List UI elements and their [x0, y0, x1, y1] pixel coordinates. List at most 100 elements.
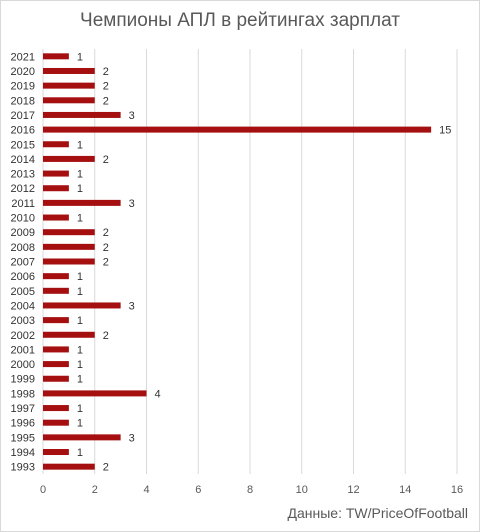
bar [43, 434, 121, 441]
y-tick-labels: 2021 2020 2019 2018 2017 2016 2015 2014 2013 2012… [11, 51, 35, 473]
bar [43, 229, 95, 236]
x-tick-label: 14 [399, 484, 411, 496]
x-tick-label: 12 [347, 484, 359, 496]
y-tick-label: 2004 [11, 300, 35, 312]
y-tick-label: 2010 [11, 213, 35, 225]
bar [43, 82, 95, 89]
bar [43, 126, 432, 133]
x-tick-labels: 0 2 4 6 8 10 12 14 16 [40, 484, 463, 496]
y-tick-label: 2005 [11, 286, 35, 298]
data-label: 2 [103, 257, 109, 269]
bar [43, 331, 95, 338]
data-label: 4 [155, 388, 161, 400]
y-tick-label: 2003 [11, 315, 35, 327]
bar [43, 141, 69, 148]
y-tick-label: 2020 [11, 66, 35, 78]
y-tick-label: 2019 [11, 81, 35, 93]
y-tick-label: 1997 [11, 403, 35, 415]
data-label: 1 [77, 213, 83, 225]
bar [43, 463, 95, 470]
y-tick-label: 2017 [11, 110, 35, 122]
bar [43, 170, 69, 177]
data-label: 2 [103, 227, 109, 239]
data-label: 1 [77, 447, 83, 459]
data-label: 1 [77, 344, 83, 356]
bars [43, 53, 432, 470]
data-label: 2 [103, 81, 109, 93]
x-tick-label: 4 [143, 484, 149, 496]
bar [43, 405, 69, 412]
data-label: 2 [103, 462, 109, 474]
bar [43, 111, 121, 118]
bar [43, 375, 69, 382]
data-label: 2 [103, 330, 109, 342]
data-label: 1 [77, 286, 83, 298]
bar [43, 419, 69, 426]
y-tick-label: 2015 [11, 139, 35, 151]
bar [43, 67, 95, 74]
x-tick-label: 0 [40, 484, 46, 496]
bar [43, 317, 69, 324]
bar [43, 390, 147, 397]
x-tick-label: 2 [92, 484, 98, 496]
x-tick-label: 8 [247, 484, 253, 496]
y-tick-label: 1999 [11, 374, 35, 386]
y-tick-label: 1998 [11, 388, 35, 400]
data-label: 1 [77, 315, 83, 327]
data-label: 3 [129, 432, 135, 444]
bar [43, 258, 95, 265]
y-tick-label: 2008 [11, 242, 35, 254]
data-label: 3 [129, 110, 135, 122]
data-label: 1 [77, 359, 83, 371]
bar [43, 449, 69, 456]
y-tick-label: 1993 [11, 462, 35, 474]
data-label: 2 [103, 95, 109, 107]
data-label: 1 [77, 51, 83, 63]
data-label: 1 [77, 271, 83, 283]
y-tick-label: 2006 [11, 271, 35, 283]
data-label: 3 [129, 198, 135, 210]
data-label: 2 [103, 66, 109, 78]
bar [43, 287, 69, 294]
y-tick-label: 2002 [11, 330, 35, 342]
bar [43, 97, 95, 104]
data-label: 1 [77, 374, 83, 386]
bar [43, 243, 95, 250]
data-label: 1 [77, 169, 83, 181]
y-tick-label: 2013 [11, 169, 35, 181]
y-tick-label: 2007 [11, 257, 35, 269]
data-label: 2 [103, 154, 109, 166]
y-tick-label: 2001 [11, 344, 35, 356]
bar [43, 155, 95, 162]
data-label: 3 [129, 300, 135, 312]
x-tick-label: 10 [296, 484, 308, 496]
y-tick-label: 2014 [11, 154, 35, 166]
y-tick-label: 2016 [11, 125, 35, 137]
bar [43, 53, 69, 60]
y-tick-label: 2011 [11, 198, 35, 210]
y-tick-label: 1996 [11, 418, 35, 430]
data-label: 1 [77, 139, 83, 151]
bar [43, 199, 121, 206]
data-label: 2 [103, 242, 109, 254]
y-tick-label: 1995 [11, 432, 35, 444]
y-tick-label: 2000 [11, 359, 35, 371]
data-label: 1 [77, 418, 83, 430]
x-tick-label: 6 [195, 484, 201, 496]
bar [43, 185, 69, 192]
y-tick-label: 2009 [11, 227, 35, 239]
x-tick-label: 16 [451, 484, 463, 496]
y-tick-label: 2018 [11, 95, 35, 107]
bar [43, 346, 69, 353]
y-tick-label: 2012 [11, 183, 35, 195]
bar [43, 214, 69, 221]
data-labels: 1 2 2 2 3 15 1 2 1 1 3 1 2 2 2 1 1 3 1 2 1 1 1 4 1 1 3 1 2 [77, 51, 452, 473]
y-tick-label: 2021 [11, 51, 35, 63]
bar [43, 302, 121, 309]
data-source: Данные: TW/PriceOfFootball [287, 505, 469, 521]
chart-title: Чемпионы АПЛ в рейтингах зарплат [80, 10, 400, 31]
bar [43, 273, 69, 280]
y-tick-label: 1994 [11, 447, 35, 459]
data-label: 1 [77, 403, 83, 415]
